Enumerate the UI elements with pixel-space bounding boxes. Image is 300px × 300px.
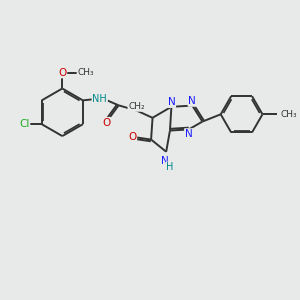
Text: Cl: Cl [19,119,29,129]
Text: N: N [167,97,175,107]
Text: N: N [161,156,169,167]
Text: H: H [166,162,173,172]
Text: O: O [58,68,66,77]
Text: O: O [128,132,136,142]
Text: CH₃: CH₃ [280,110,297,119]
Text: N: N [185,129,193,139]
Text: NH: NH [92,94,107,104]
Text: O: O [102,118,110,128]
Text: CH₂: CH₂ [128,102,145,111]
Text: CH₃: CH₃ [77,68,94,77]
Text: N: N [188,96,196,106]
